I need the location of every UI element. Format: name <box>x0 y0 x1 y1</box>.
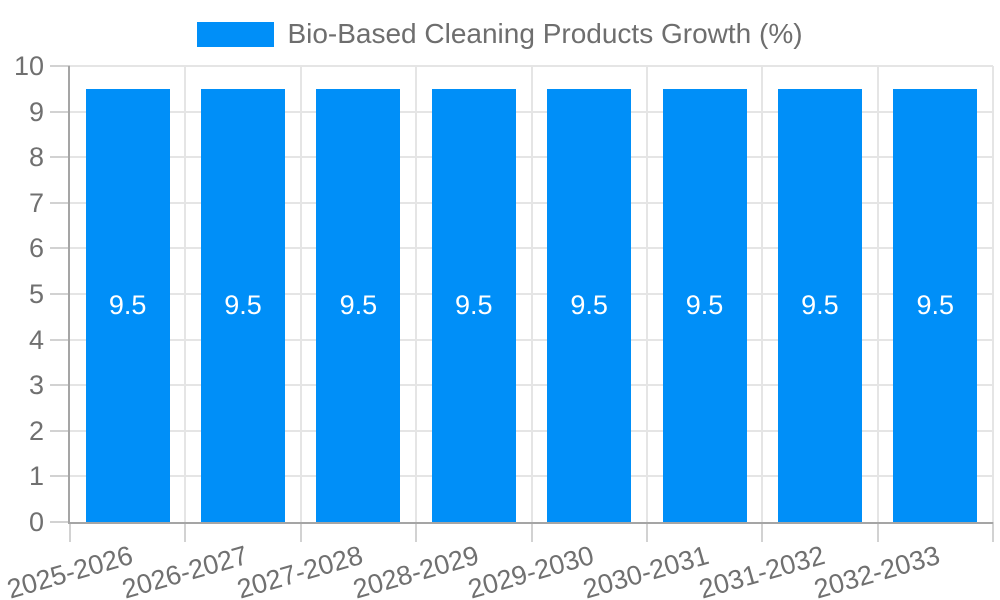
y-tick-label: 7 <box>28 187 44 218</box>
bar[interactable] <box>777 88 862 522</box>
bar-value-label: 9.5 <box>455 290 493 321</box>
bar-value-label: 9.5 <box>224 290 262 321</box>
y-tick-mark <box>50 65 70 67</box>
x-tick-label: 2028-2029 <box>349 540 482 600</box>
y-tick-label: 8 <box>28 142 44 173</box>
y-tick-mark <box>50 156 70 159</box>
bar-value-label: 9.5 <box>570 290 608 321</box>
y-tick-mark <box>50 521 70 523</box>
gridline-vertical <box>415 66 418 522</box>
gridline-vertical <box>299 66 302 522</box>
bar-value-label: 9.5 <box>801 290 839 321</box>
y-tick-mark <box>50 384 70 387</box>
gridline-vertical <box>645 66 648 522</box>
x-tick-mark <box>530 522 533 542</box>
x-axis-line <box>68 522 993 524</box>
y-tick-label: 5 <box>28 279 44 309</box>
y-tick-mark <box>50 338 70 341</box>
gridline-vertical <box>992 66 994 522</box>
gridline-vertical <box>530 66 533 522</box>
x-tick-label: 2027-2028 <box>234 540 367 600</box>
x-tick-label: 2030-2031 <box>580 540 713 600</box>
y-tick-mark <box>50 429 70 432</box>
bar[interactable] <box>893 88 978 522</box>
y-tick-label: 0 <box>28 507 44 537</box>
bar[interactable] <box>316 88 401 522</box>
y-tick-mark <box>50 201 70 204</box>
x-tick-mark <box>69 522 71 542</box>
x-tick-label: 2026-2027 <box>118 540 252 600</box>
x-tick-label: 2032-2033 <box>810 540 944 600</box>
x-tick-label: 2029-2030 <box>464 540 598 600</box>
y-tick-label: 10 <box>13 51 44 81</box>
x-tick-label: 2031-2032 <box>695 540 828 600</box>
y-tick-label: 2 <box>28 415 44 446</box>
gridline-vertical <box>184 66 187 522</box>
bar[interactable] <box>662 88 747 522</box>
bar[interactable] <box>201 88 286 522</box>
gridline-vertical <box>761 66 764 522</box>
bar-value-label: 9.5 <box>685 290 724 321</box>
x-tick-mark <box>299 522 302 542</box>
x-tick-mark <box>761 522 764 542</box>
y-tick-label: 3 <box>28 370 44 401</box>
legend[interactable]: Bio-Based Cleaning Products Growth (%) <box>0 14 1000 54</box>
y-axis-line <box>68 66 70 524</box>
x-tick-mark <box>876 522 879 542</box>
bar-value-label: 9.5 <box>916 290 955 321</box>
y-tick-mark <box>50 475 70 478</box>
legend-swatch-icon <box>197 21 275 47</box>
y-tick-label: 9 <box>28 96 44 127</box>
bar[interactable] <box>85 88 170 522</box>
y-tick-label: 1 <box>28 461 44 492</box>
y-tick-label: 4 <box>28 324 44 355</box>
x-tick-mark <box>992 522 994 542</box>
legend-label: Bio-Based Cleaning Products Growth (%) <box>287 18 803 49</box>
gridline-vertical <box>876 66 879 522</box>
y-tick-mark <box>50 293 70 295</box>
x-tick-label: 2025-2026 <box>3 540 136 600</box>
bar-value-label: 9.5 <box>339 290 378 321</box>
x-tick-mark <box>645 522 648 542</box>
bar-value-label: 9.5 <box>108 290 147 321</box>
x-tick-mark <box>184 522 187 542</box>
y-tick-label: 6 <box>28 233 44 264</box>
bar[interactable] <box>431 88 516 522</box>
y-tick-mark <box>50 110 70 113</box>
y-tick-mark <box>50 247 70 250</box>
bar[interactable] <box>547 88 632 522</box>
x-tick-mark <box>415 522 418 542</box>
